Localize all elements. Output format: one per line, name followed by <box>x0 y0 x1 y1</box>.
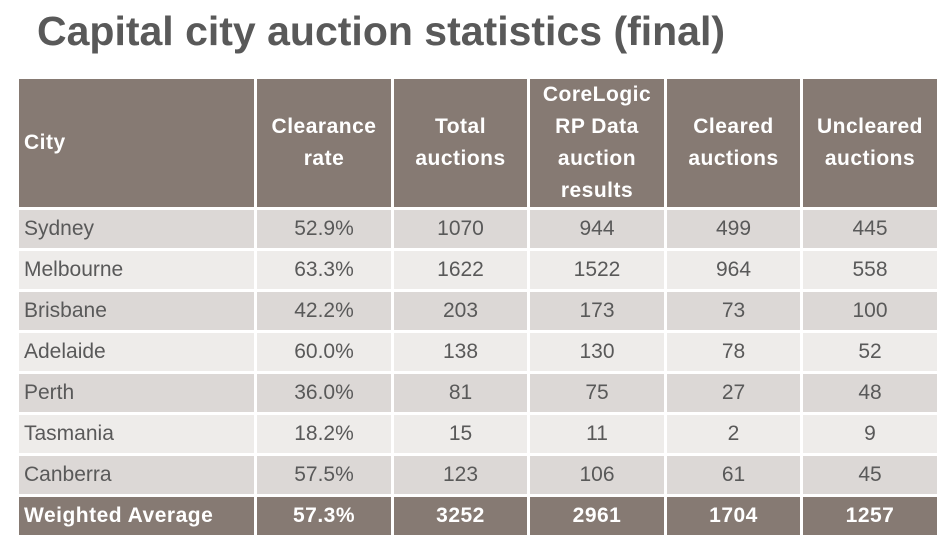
header-city: City <box>19 79 254 207</box>
clearance-rate-cell: 57.5% <box>257 456 391 494</box>
summary-total-cell: 3252 <box>394 497 527 535</box>
header-line: rate <box>303 147 345 170</box>
cleared-cell: 27 <box>667 374 800 412</box>
results-cell: 944 <box>530 210 664 248</box>
header-line: Clearance <box>271 115 377 138</box>
total-auctions-cell: 138 <box>394 333 527 371</box>
results-cell: 75 <box>530 374 664 412</box>
auction-statistics-table: City Clearance rate Total auctions CoreL… <box>16 76 940 538</box>
table-row: Sydney 52.9% 1070 944 499 445 <box>19 210 937 248</box>
header-line: Uncleared <box>816 115 924 138</box>
results-cell: 173 <box>530 292 664 330</box>
header-clearance-rate: Clearance rate <box>257 79 391 207</box>
header-uncleared-auctions: Uncleared auctions <box>803 79 937 207</box>
total-auctions-cell: 1622 <box>394 251 527 289</box>
total-auctions-cell: 123 <box>394 456 527 494</box>
uncleared-cell: 52 <box>803 333 937 371</box>
uncleared-cell: 48 <box>803 374 937 412</box>
city-cell: Brisbane <box>19 292 254 330</box>
results-cell: 130 <box>530 333 664 371</box>
summary-label-cell: Weighted Average <box>19 497 254 535</box>
summary-cleared-cell: 1704 <box>667 497 800 535</box>
table-row: Canberra 57.5% 123 106 61 45 <box>19 456 937 494</box>
summary-results-cell: 2961 <box>530 497 664 535</box>
header-line: auctions <box>415 147 506 170</box>
header-line: auction <box>557 147 637 170</box>
cleared-cell: 73 <box>667 292 800 330</box>
cleared-cell: 78 <box>667 333 800 371</box>
city-cell: Sydney <box>19 210 254 248</box>
city-cell: Tasmania <box>19 415 254 453</box>
header-line: results <box>560 179 634 202</box>
header-line: auctions <box>688 147 779 170</box>
total-auctions-cell: 81 <box>394 374 527 412</box>
total-auctions-cell: 203 <box>394 292 527 330</box>
page-title: Capital city auction statistics (final) <box>37 8 726 54</box>
header-line: auctions <box>824 147 916 170</box>
uncleared-cell: 445 <box>803 210 937 248</box>
total-auctions-cell: 15 <box>394 415 527 453</box>
cleared-cell: 61 <box>667 456 800 494</box>
header-cleared-auctions: Cleared auctions <box>667 79 800 207</box>
summary-uncleared-cell: 1257 <box>803 497 937 535</box>
cleared-cell: 964 <box>667 251 800 289</box>
clearance-rate-cell: 36.0% <box>257 374 391 412</box>
clearance-rate-cell: 18.2% <box>257 415 391 453</box>
clearance-rate-cell: 63.3% <box>257 251 391 289</box>
cleared-cell: 499 <box>667 210 800 248</box>
header-line: Total <box>434 115 487 138</box>
results-cell: 11 <box>530 415 664 453</box>
clearance-rate-cell: 42.2% <box>257 292 391 330</box>
summary-clearance-rate-cell: 57.3% <box>257 497 391 535</box>
total-auctions-cell: 1070 <box>394 210 527 248</box>
header-total-auctions: Total auctions <box>394 79 527 207</box>
uncleared-cell: 45 <box>803 456 937 494</box>
header-line: Cleared <box>693 115 774 138</box>
header-line: RP Data <box>555 115 639 138</box>
results-cell: 1522 <box>530 251 664 289</box>
table-row: Brisbane 42.2% 203 173 73 100 <box>19 292 937 330</box>
city-cell: Perth <box>19 374 254 412</box>
uncleared-cell: 558 <box>803 251 937 289</box>
cleared-cell: 2 <box>667 415 800 453</box>
table-row: Adelaide 60.0% 138 130 78 52 <box>19 333 937 371</box>
uncleared-cell: 100 <box>803 292 937 330</box>
header-line: CoreLogic <box>542 83 652 106</box>
table-row: Tasmania 18.2% 15 11 2 9 <box>19 415 937 453</box>
header-corelogic-results: CoreLogic RP Data auction results <box>530 79 664 207</box>
city-cell: Adelaide <box>19 333 254 371</box>
results-cell: 106 <box>530 456 664 494</box>
weighted-average-row: Weighted Average 57.3% 3252 2961 1704 12… <box>19 497 937 535</box>
uncleared-cell: 9 <box>803 415 937 453</box>
city-cell: Melbourne <box>19 251 254 289</box>
table-row: Melbourne 63.3% 1622 1522 964 558 <box>19 251 937 289</box>
clearance-rate-cell: 52.9% <box>257 210 391 248</box>
clearance-rate-cell: 60.0% <box>257 333 391 371</box>
table-header-row: City Clearance rate Total auctions CoreL… <box>19 79 937 207</box>
table-row: Perth 36.0% 81 75 27 48 <box>19 374 937 412</box>
city-cell: Canberra <box>19 456 254 494</box>
